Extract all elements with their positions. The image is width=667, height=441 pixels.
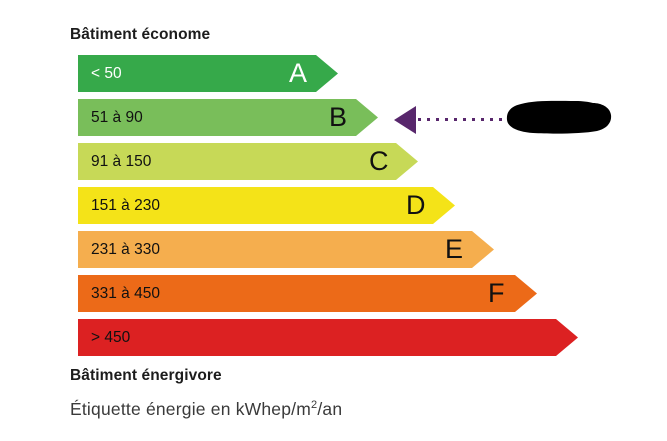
unit-caption-suffix: /an (317, 399, 343, 419)
energy-bar-range-label: 51 à 90 (91, 109, 143, 126)
class-marker-arrow-icon (394, 106, 416, 134)
energy-bar-letter-b: B (329, 102, 348, 132)
redaction-blob (506, 100, 612, 134)
energy-bar-shape (78, 319, 578, 356)
energy-bar-a: < 50 A (78, 55, 338, 92)
bottom-caption: Bâtiment énergivore (70, 367, 222, 384)
class-marker-dotted-leader (418, 118, 508, 121)
unit-caption: Étiquette énergie en kWhep/m2/an (70, 399, 342, 420)
energy-bar-shape (78, 275, 537, 312)
energy-bar-range-label: < 50 (91, 65, 122, 82)
energy-bar-letter-e: E (445, 234, 464, 264)
energy-bar-letter-d: D (406, 190, 426, 220)
energy-bar-shape (78, 99, 378, 136)
energy-bar-letter-a: A (289, 58, 308, 88)
energy-bar-shape (78, 187, 455, 224)
energy-bar-shape (78, 143, 418, 180)
energy-bar-g: > 450 (78, 319, 578, 356)
unit-caption-prefix: Étiquette énergie en kWhep/m (70, 399, 312, 419)
energy-bar-range-label: 231 à 330 (91, 241, 160, 258)
energy-bar-b: 51 à 90 B (78, 99, 378, 136)
top-caption: Bâtiment économe (70, 26, 211, 43)
energy-bar-d: 151 à 230 D (78, 187, 455, 224)
energy-bar-shape (78, 55, 338, 92)
energy-bar-range-label: 151 à 230 (91, 197, 160, 214)
energy-bar-range-label: > 450 (91, 329, 131, 346)
energy-bar-e: 231 à 330 E (78, 231, 494, 268)
energy-bar-letter-c: C (369, 146, 389, 176)
energy-bar-letter-f: F (488, 278, 505, 308)
energy-bar-c: 91 à 150 C (78, 143, 418, 180)
energy-bar-shape (78, 231, 494, 268)
energy-bar-range-label: 331 à 450 (91, 285, 160, 302)
unit-caption-superscript: 2 (311, 399, 318, 412)
energy-bar-range-label: 91 à 150 (91, 153, 152, 170)
energy-bar-f: 331 à 450 F (78, 275, 537, 312)
